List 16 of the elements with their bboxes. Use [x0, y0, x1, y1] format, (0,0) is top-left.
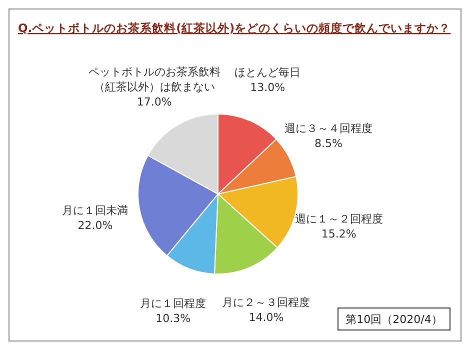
slice-label: 月に２～３回程度 [222, 296, 310, 309]
data-label: 15.2% [321, 227, 356, 240]
slice-label: 週に１～２回程度 [294, 212, 383, 226]
slice-label: 月に１回未満 [62, 204, 128, 217]
slice-label: ペットボトルのお茶系飲料（紅茶以外）は飲まない [88, 65, 220, 94]
data-label: 17.0% [136, 95, 172, 108]
data-label: 8.5% [314, 137, 342, 150]
slice-label: 月に１回程度 [140, 297, 206, 310]
data-label: 10.3% [156, 312, 191, 326]
text: 第10回（2020/4） [346, 313, 442, 326]
data-label: 13.0% [250, 80, 286, 94]
slice-label: ほとんど毎日 [234, 66, 301, 79]
data-label: 22.0% [78, 218, 113, 232]
slice-label: 週に３～４回程度 [284, 122, 372, 136]
chart-title: Q.ペットボトルのお茶系飲料(紅茶以外)をどのくらいの頻度で飲んでいますか？ [18, 21, 451, 35]
data-label: 14.0% [248, 310, 284, 324]
